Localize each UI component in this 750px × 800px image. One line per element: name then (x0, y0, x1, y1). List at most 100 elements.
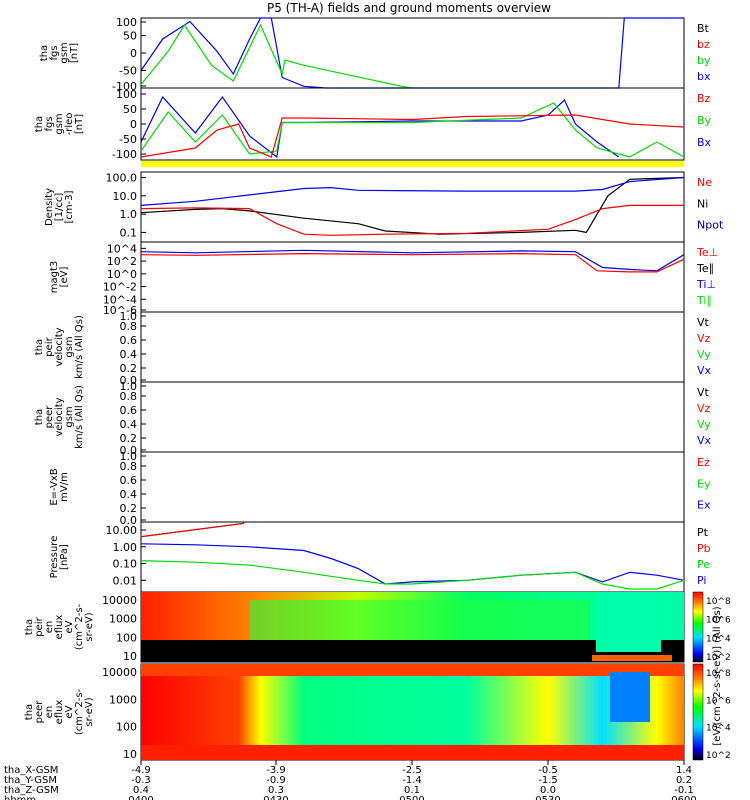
y-tick-label: 1.0 (120, 310, 138, 323)
colorbar-tick-label: 10^8 (706, 669, 731, 679)
y-axis-label: peir (34, 616, 45, 636)
footer-value: 0.3 (268, 785, 284, 796)
footer-value: -3.9 (266, 765, 286, 776)
legend-Te∥: Te∥ (696, 262, 714, 275)
footer-value: -0.9 (266, 775, 286, 786)
y-tick-label: 0.4 (120, 488, 138, 501)
panel-frame (140, 451, 685, 523)
footer-value: 0600 (671, 795, 696, 800)
legend-By: By (697, 114, 712, 127)
y-axis-label: gsm (64, 336, 75, 357)
legend-Bx: Bx (697, 136, 712, 149)
panel-8: 10000 1000 100 10 tha peir en eflux eV (cm^2-s-sr… (24, 591, 731, 663)
y-axis-label: tha (34, 409, 45, 425)
legend-Ex: Ex (697, 499, 711, 512)
y-axis-label: Pressure (49, 536, 60, 579)
panel-6: 1.00.80.60.40.20.0 E=-VxB mV/m Ez Ey Ex (49, 450, 711, 527)
y-axis-label: tha (34, 116, 45, 132)
y-axis-label: tha (24, 619, 35, 635)
y-tick-label: 0.8 (120, 390, 138, 403)
y-tick-label: -50 (119, 65, 137, 78)
footer-row-label: tha_X-GSM (4, 765, 58, 776)
legend-Bz: Bz (697, 92, 711, 105)
y-axis-label: velocity (54, 397, 65, 436)
colorbar-tick-label: 10^6 (706, 696, 731, 706)
footer-value: -0.5 (538, 765, 558, 776)
series-line-by (140, 23, 413, 89)
series-line-Pb (140, 522, 245, 538)
y-axis-label: gsm (59, 42, 70, 63)
series-line-Ti (140, 249, 685, 272)
y-axis-label: [1/cc] (54, 193, 65, 222)
y-axis-label: fgs (49, 45, 60, 60)
y-tick-label: 0.2 (120, 502, 138, 515)
y-tick-label: 0.6 (120, 474, 138, 487)
footer-value: 0430 (263, 795, 288, 800)
footer-value: 0.4 (133, 785, 149, 796)
legend-bz: bz (697, 38, 710, 51)
y-axis-label: gsm (64, 406, 75, 427)
y-tick-label: 0.1 (120, 226, 138, 239)
panel-4: 1.00.80.60.40.20.0 tha peir velocity gsm km/s… (34, 310, 712, 387)
colorbar-tick-label: 10^2 (706, 653, 731, 663)
y-tick-label: 0.10 (113, 558, 138, 571)
y-tick-label: 0.8 (120, 460, 138, 473)
y-axis-label: tha (24, 704, 35, 720)
y-tick-label: 10.00 (106, 524, 138, 537)
footer-row-label: hhmm (4, 795, 36, 800)
series-line-Te (140, 252, 685, 273)
series-line-Ne (140, 204, 684, 236)
y-axis-label: sr-eV) (84, 697, 95, 726)
y-tick-label: 10^2 (107, 255, 137, 268)
y-tick-label: 100 (116, 16, 137, 29)
y-tick-label: 100.0 (106, 172, 138, 185)
y-tick-label: 1.0 (120, 380, 138, 393)
y-tick-label: 50 (123, 103, 137, 116)
status-bar (141, 161, 684, 167)
y-tick-label: -50 (119, 133, 137, 146)
series-line-bx (140, 17, 684, 89)
legend-Vz: Vz (697, 332, 711, 345)
footer-value: 0.2 (676, 775, 692, 786)
y-tick-label: 10 (123, 650, 137, 663)
legend-Pi: Pi (697, 574, 706, 587)
y-tick-label: 1.0 (120, 450, 138, 463)
y-tick-label: 1.0 (120, 208, 138, 221)
legend-Ti⊥: Ti⊥ (696, 278, 716, 291)
y-axis-label: velocity (54, 327, 65, 366)
colorbar-tick-label: 10^6 (706, 616, 731, 626)
y-tick-label: 1000 (109, 693, 137, 706)
y-tick-label: 10^-2 (103, 281, 137, 294)
legend-Vt: Vt (697, 386, 710, 399)
y-axis-label: [nT] (74, 114, 85, 134)
y-axis-label: eV (64, 620, 75, 633)
y-tick-label: 0.0 (120, 514, 138, 527)
y-tick-label: 0.0 (120, 444, 138, 457)
legend-Pb: Pb (697, 542, 711, 555)
series-line-Pe (140, 560, 685, 590)
y-tick-label: 0.8 (120, 320, 138, 333)
y-axis-label: (cm^2-s- (74, 688, 85, 735)
panel-3: 10^410^210^010^-210^-410^-6 magt3 [eV] Te⊥ T… (49, 241, 718, 317)
y-tick-label: -100 (112, 80, 137, 93)
footer-value: 1.4 (676, 765, 692, 776)
y-axis-label: mV/m (59, 472, 70, 502)
series-line-Bz (140, 114, 685, 158)
colorbar-tick-label: 10^2 (706, 751, 731, 761)
legend-Ni: Ni (697, 197, 708, 210)
legend-Ez: Ez (697, 456, 710, 469)
legend-Ti∥: Ti∥ (696, 294, 712, 307)
y-tick-label: 10 (123, 748, 137, 761)
y-tick-label: 0.4 (120, 418, 138, 431)
y-tick-label: 0.2 (120, 362, 138, 375)
y-tick-label: 10000 (102, 594, 137, 607)
footer-value: 0400 (128, 795, 153, 800)
legend-by: by (697, 54, 711, 67)
y-axis-label: peer (44, 405, 55, 429)
legend-Ey: Ey (697, 477, 711, 490)
y-axis-label: (cm^2-s- (74, 603, 85, 650)
legend-Pe: Pe (697, 558, 710, 571)
